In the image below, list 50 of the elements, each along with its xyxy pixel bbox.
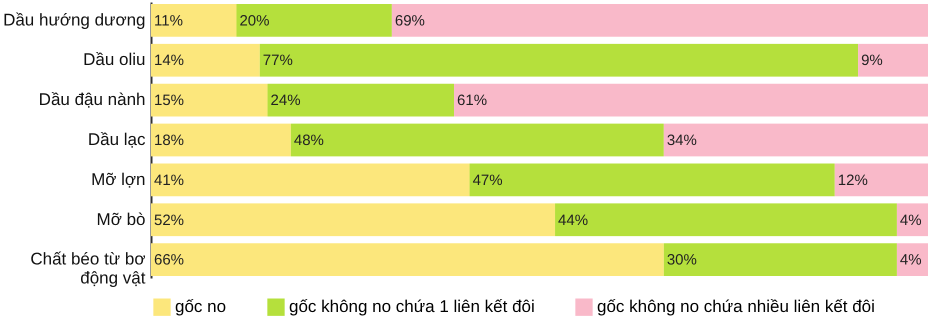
bar xyxy=(151,44,260,77)
data-label: 44% xyxy=(558,212,588,229)
bar xyxy=(858,44,928,77)
data-label: 52% xyxy=(154,212,184,229)
data-label: 15% xyxy=(154,92,184,110)
y-tick-label: Dầu oliu xyxy=(83,50,146,70)
bar xyxy=(454,84,928,116)
bar xyxy=(470,164,835,196)
bar xyxy=(236,4,392,37)
data-label: 30% xyxy=(666,252,697,269)
bar xyxy=(151,243,664,276)
data-label: 66% xyxy=(154,252,184,269)
data-label: 61% xyxy=(457,92,488,110)
y-tick-label: Dầu lạc xyxy=(88,130,146,149)
data-label: 34% xyxy=(666,132,697,149)
bar xyxy=(151,4,236,37)
data-label: 77% xyxy=(262,52,293,70)
data-label: 41% xyxy=(154,172,184,189)
data-label: 20% xyxy=(239,12,270,30)
data-label: 48% xyxy=(294,132,324,149)
bar xyxy=(555,203,897,236)
bar xyxy=(151,164,470,196)
y-tick-label: Mỡ bò xyxy=(96,210,146,229)
legend-label: gốc không no chứa nhiều liên kết đôi xyxy=(597,297,875,316)
data-label: 9% xyxy=(861,52,883,70)
legend-label: gốc không no chứa 1 liên kết đôi xyxy=(289,297,535,316)
data-label: 11% xyxy=(154,12,183,30)
data-label: 69% xyxy=(394,12,425,30)
data-label: 4% xyxy=(900,212,922,229)
data-label: 14% xyxy=(154,52,184,70)
bar xyxy=(392,4,928,37)
y-tick-label: Chất béo từ bơ động vật xyxy=(30,250,146,288)
bar xyxy=(290,124,664,156)
data-label: 24% xyxy=(270,92,301,110)
bar xyxy=(151,124,291,156)
y-tick-label: Dầu hướng dương xyxy=(3,10,146,30)
bar xyxy=(834,164,928,196)
bar xyxy=(151,203,556,236)
data-label: 47% xyxy=(472,172,503,189)
bar xyxy=(268,84,454,116)
y-tick-label: Dầu đậu nành xyxy=(38,90,146,110)
bar xyxy=(260,44,858,77)
data-label: 4% xyxy=(900,252,922,269)
bar xyxy=(151,84,268,116)
data-label: 12% xyxy=(838,172,868,189)
y-tick-label: Mỡ lợn xyxy=(91,170,146,189)
bar xyxy=(664,124,928,156)
bar xyxy=(664,243,897,276)
legend-label: gốc no xyxy=(175,297,226,316)
data-label: 18% xyxy=(154,132,184,149)
